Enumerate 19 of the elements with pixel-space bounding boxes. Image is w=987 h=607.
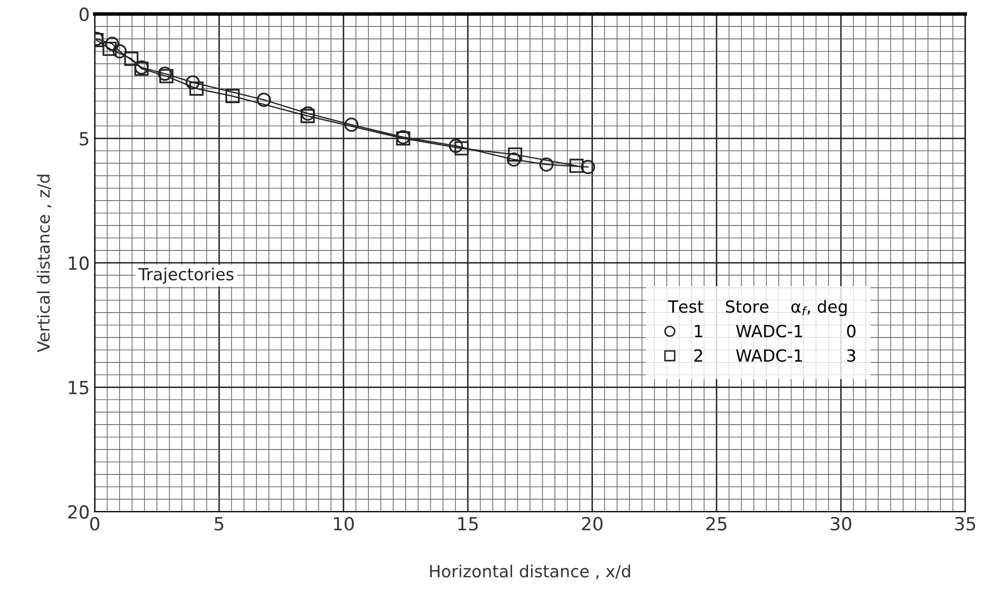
legend-label: 2 WADC-1 3 [694,349,856,362]
x-tick-label: 0 [90,516,100,531]
legend-title: Test Store α$_{f}$, deg [668,300,847,316]
x-tick-label: 15 [458,517,478,531]
legend-label: 1 WADC-1 0 [694,324,856,338]
x-tick-label: 20 [582,516,602,531]
x-tick-label: 30 [830,516,852,531]
x-axis-title: Horizontal distance , x/d [430,564,630,580]
x-tick-label: 5 [214,517,224,531]
y-axis-title: Vertical distance , z/d [36,174,52,352]
y-tick-label: 10 [68,256,89,270]
x-tick-label: 10 [334,516,354,531]
y-tick-label: 5 [80,132,88,146]
y-tick-label: 20 [68,505,89,519]
x-tick-label: 25 [706,516,726,531]
x-tick-label: 35 [955,516,976,531]
y-tick-label: 0 [80,7,89,22]
y-tick-label: 15 [68,380,88,394]
annotation: Trajectories [138,268,234,284]
